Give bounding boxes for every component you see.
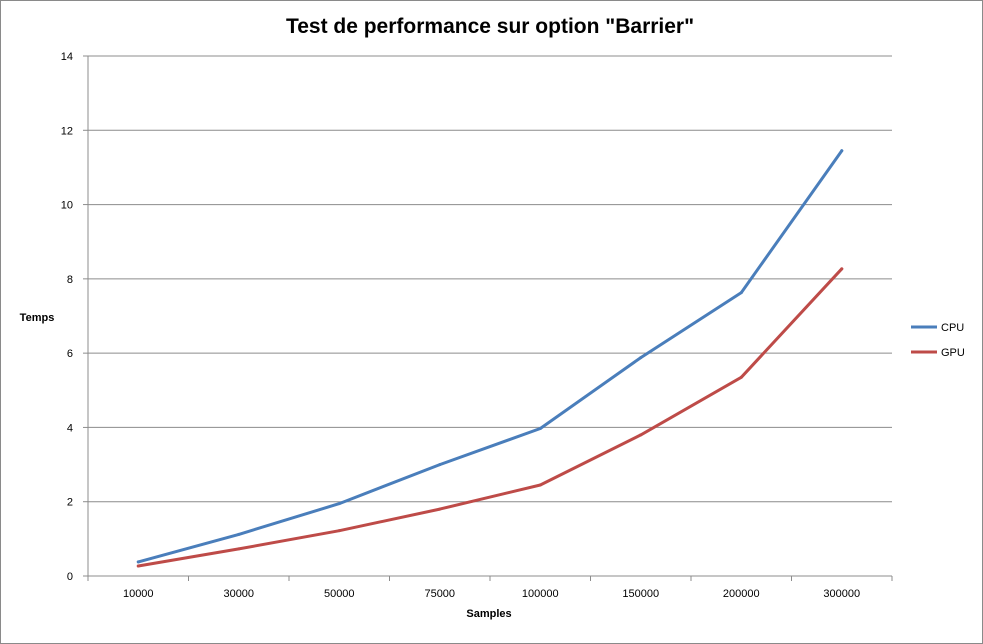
x-tick-label: 150000 xyxy=(622,588,659,600)
legend-entry-gpu: GPU xyxy=(911,347,965,359)
y-tick-label: 6 xyxy=(67,348,73,360)
y-tick-label: 8 xyxy=(67,274,73,286)
data-point-cpu xyxy=(840,149,844,153)
y-tick-label: 0 xyxy=(67,571,73,583)
data-point-gpu xyxy=(538,483,542,487)
gridlines xyxy=(88,55,892,503)
x-tick-labels: 10000 30000 50000 75000 100000 150000 200000 30… xyxy=(123,588,860,600)
data-point-cpu xyxy=(739,291,743,295)
y-tick-label: 2 xyxy=(67,497,73,509)
data-point-cpu xyxy=(337,502,341,506)
data-point-cpu xyxy=(438,463,442,467)
x-tick-label: 75000 xyxy=(424,588,455,600)
y-tick-label: 10 xyxy=(61,200,73,212)
data-point-cpu xyxy=(136,560,140,564)
legend-label: GPU xyxy=(941,347,965,359)
y-tick-label: 12 xyxy=(61,125,73,137)
data-point-gpu xyxy=(739,375,743,379)
data-point-cpu xyxy=(237,532,241,536)
data-point-gpu xyxy=(136,564,140,568)
y-tick-labels: 0 2 4 6 8 10 12 14 xyxy=(61,51,73,583)
x-tick-label: 100000 xyxy=(522,588,559,600)
legend-label: CPU xyxy=(941,322,964,334)
y-tick-label: 4 xyxy=(67,422,73,434)
data-point-gpu xyxy=(840,267,844,271)
x-tick-label: 300000 xyxy=(823,588,860,600)
series-line-cpu xyxy=(136,149,844,564)
chart-title: Test de performance sur option "Barrier" xyxy=(286,15,694,38)
data-point-cpu xyxy=(639,356,643,360)
series-line-gpu xyxy=(136,267,844,568)
axes xyxy=(83,55,893,581)
data-point-gpu xyxy=(237,547,241,551)
x-tick-label: 200000 xyxy=(723,588,760,600)
legend: CPU GPU xyxy=(911,322,965,359)
x-axis-title: Samples xyxy=(466,608,511,620)
data-point-gpu xyxy=(438,507,442,511)
x-tick-label: 30000 xyxy=(223,588,254,600)
series-lines xyxy=(136,149,844,568)
x-tick-label: 10000 xyxy=(123,588,154,600)
x-tick-label: 50000 xyxy=(324,588,355,600)
data-point-gpu xyxy=(337,529,341,533)
y-tick-label: 14 xyxy=(61,51,73,63)
y-axis-title: Temps xyxy=(20,312,55,324)
legend-entry-cpu: CPU xyxy=(911,322,964,334)
data-point-gpu xyxy=(639,433,643,437)
data-point-cpu xyxy=(538,427,542,431)
